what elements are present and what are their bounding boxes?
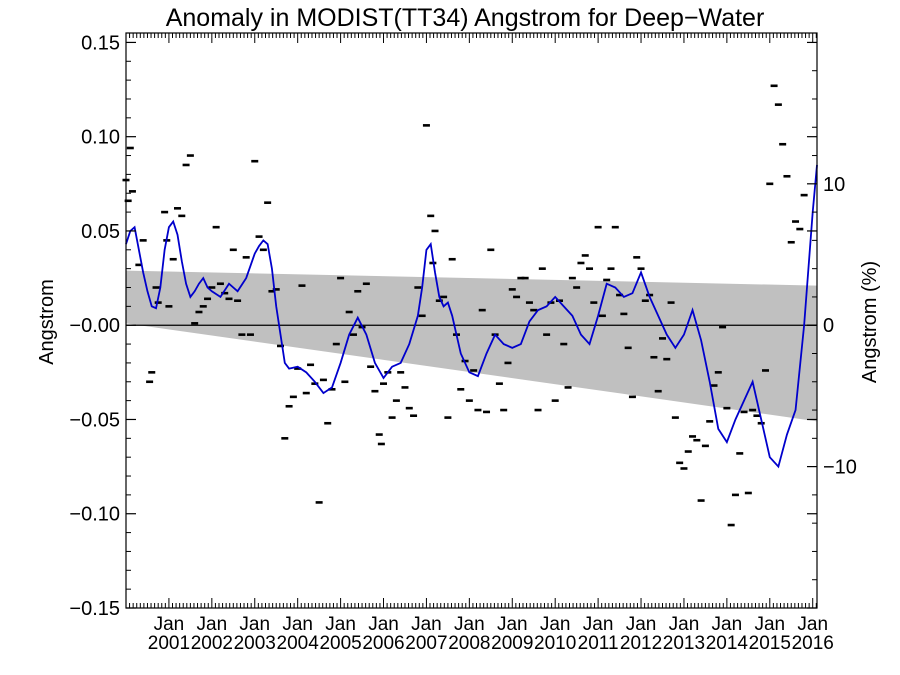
x-tick-label-month: Jan bbox=[454, 614, 485, 635]
x-tick-label-month: Jan bbox=[797, 614, 828, 635]
x-tick-label-month: Jan bbox=[669, 614, 700, 635]
x-tick-label-month: Jan bbox=[282, 614, 313, 635]
y-tick-label: −0.15 bbox=[69, 598, 120, 620]
x-tick-label-year: 2006 bbox=[362, 633, 404, 654]
x-tick-label-year: 2004 bbox=[277, 633, 320, 654]
smoothed-anomaly-line bbox=[125, 164, 818, 469]
y-tick-label: 0.05 bbox=[81, 221, 120, 243]
x-tick-label-month: Jan bbox=[626, 614, 657, 635]
x-tick-label-year: 2015 bbox=[749, 633, 791, 654]
x-tick-label-month: Jan bbox=[583, 614, 614, 635]
y2-tick-label: 0 bbox=[823, 315, 834, 337]
x-tick-label-year: 2002 bbox=[191, 633, 233, 654]
x-tick-label-year: 2003 bbox=[234, 633, 276, 654]
trend-uncertainty-band bbox=[126, 270, 817, 422]
x-tick-label-month: Jan bbox=[239, 614, 270, 635]
x-tick-label-month: Jan bbox=[411, 614, 442, 635]
x-tick-label-year: 2011 bbox=[578, 633, 619, 654]
y2-tick-label: 10 bbox=[823, 174, 845, 196]
left-axis-ticks: 0.15 0.10 0.05 −0.00 −0.05 −0.10 −0.15 bbox=[69, 32, 817, 620]
y-tick-label: −0.05 bbox=[69, 409, 120, 431]
x-tick-label-month: Jan bbox=[754, 614, 785, 635]
x-tick-label-year: 2001 bbox=[148, 633, 190, 654]
x-tick-label-month: Jan bbox=[325, 614, 356, 635]
x-tick-label-year: 2010 bbox=[534, 633, 576, 654]
y-tick-label: 0.15 bbox=[81, 32, 120, 54]
plot-frame bbox=[125, 32, 818, 609]
y2-tick-label: −10 bbox=[823, 457, 857, 479]
y-axis-label: Angstrom bbox=[36, 279, 58, 365]
x-tick-label-year: 2009 bbox=[491, 633, 533, 654]
chart-title: Anomaly in MODIST(TT34) Angstrom for Dee… bbox=[166, 4, 765, 32]
x-tick-label-year: 2016 bbox=[792, 633, 834, 654]
x-tick-label-year: 2014 bbox=[706, 633, 749, 654]
x-tick-label-month: Jan bbox=[497, 614, 528, 635]
x-tick-label-year: 2007 bbox=[405, 633, 447, 654]
x-tick-label-month: Jan bbox=[540, 614, 571, 635]
y-tick-label: −0.10 bbox=[69, 504, 120, 526]
x-tick-label-month: Jan bbox=[712, 614, 743, 635]
x-tick-label-year: 2005 bbox=[319, 633, 361, 654]
y-tick-label: −0.00 bbox=[69, 315, 120, 337]
x-tick-label-year: 2012 bbox=[620, 633, 662, 654]
right-axis-ticks: 10 0 −10 bbox=[807, 70, 857, 581]
y-tick-label: 0.10 bbox=[81, 127, 120, 149]
x-tick-label-year: 2013 bbox=[663, 633, 705, 654]
x-tick-label-month: Jan bbox=[368, 614, 399, 635]
x-tick-label-year: 2008 bbox=[448, 633, 490, 654]
x-tick-label-month: Jan bbox=[154, 614, 185, 635]
bottom-axis-ticks: Jan2001Jan2002Jan2003Jan2004Jan2005Jan20… bbox=[125, 33, 834, 654]
y2-axis-label: Angstrom (%) bbox=[859, 261, 881, 383]
x-tick-label-month: Jan bbox=[197, 614, 228, 635]
monthly-anomaly-points bbox=[122, 84, 808, 527]
